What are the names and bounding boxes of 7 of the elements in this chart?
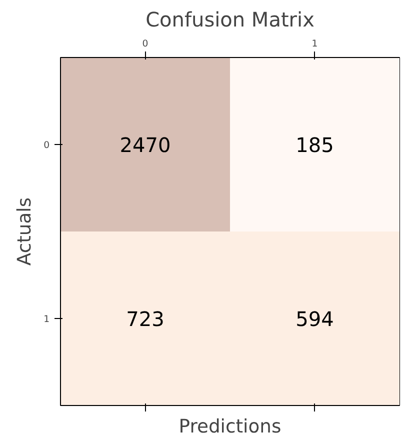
- data-label: 185: [296, 133, 334, 157]
- y-axis-title: Actuals: [14, 197, 36, 266]
- data-label: 2470: [120, 133, 171, 157]
- data-label: 723: [126, 307, 164, 331]
- x-axis-title: Predictions: [178, 416, 282, 438]
- data-label: 594: [296, 307, 334, 331]
- chart-title: Confusion Matrix: [146, 8, 315, 32]
